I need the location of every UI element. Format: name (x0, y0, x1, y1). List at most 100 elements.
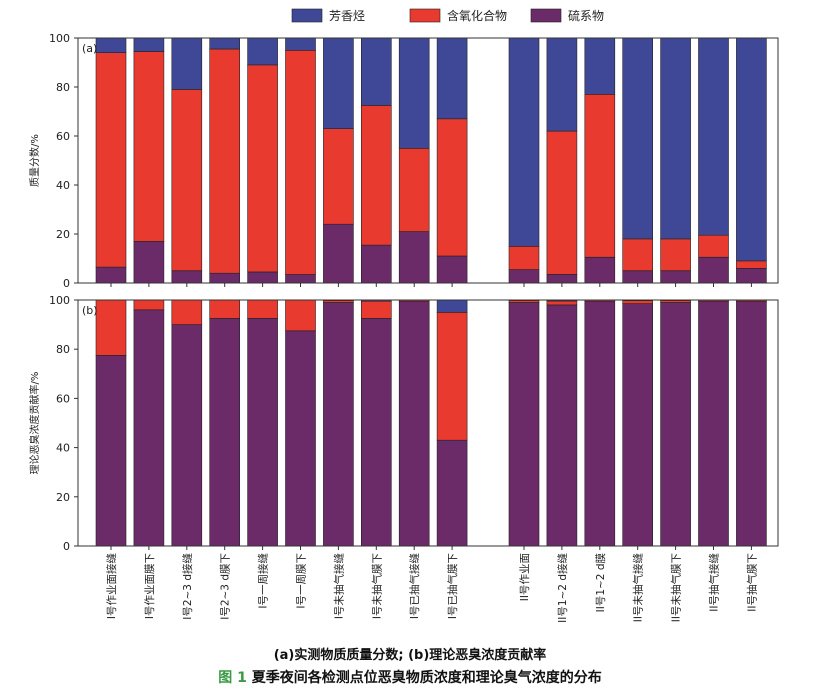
bar-b-3-硫系物 (209, 318, 240, 547)
bar-a-6-芳香烃 (323, 37, 354, 129)
bar-a-14-含氧化合物 (660, 238, 691, 271)
y-tick-label-b-60: 60 (56, 392, 70, 405)
bar-b-11-硫系物 (546, 304, 578, 547)
bar-a-14-芳香烃 (660, 37, 691, 240)
bar-a-7-硫系物 (360, 244, 392, 284)
bar-b-15-硫系物 (698, 300, 729, 547)
bar-b-9-硫系物 (436, 439, 468, 547)
bar-b-2-硫系物 (171, 324, 203, 547)
bar-a-15-芳香烃 (698, 37, 729, 236)
bar-b-0-含氧化合物 (95, 299, 127, 356)
bar-a-10-芳香烃 (508, 37, 540, 247)
bar-b-6-硫系物 (323, 302, 354, 547)
category-axis-labels: I号作业面接缝 I号作业面膜下 I号2~3 d接缝 I号2~3 d膜下 I号一周接缝 I号… (105, 553, 758, 623)
y-axis-title-a: 质量分数/% (28, 134, 41, 187)
x-category-label-4: I号一周接缝 (257, 553, 270, 609)
x-category-label-1: I号作业面膜下 (144, 553, 156, 619)
y-tick-label-b-0: 0 (63, 540, 70, 553)
bar-a-8-硫系物 (398, 231, 430, 284)
bar-a-15-硫系物 (698, 256, 729, 284)
bar-b-0-硫系物 (95, 355, 127, 547)
y-tick-label-a-0: 0 (63, 277, 70, 290)
bar-a-9-含氧化合物 (436, 118, 468, 257)
bar-a-13-硫系物 (622, 270, 654, 284)
bar-b-5-硫系物 (285, 330, 316, 547)
x-category-label-14: II号未抽气膜下 (670, 553, 683, 622)
y-tick-label-a-20: 20 (56, 228, 70, 241)
bar-a-13-含氧化合物 (622, 238, 654, 271)
x-category-label-15: II号抽气接缝 (708, 553, 721, 612)
bar-a-2-硫系物 (171, 270, 203, 284)
y-tick-label-a-40: 40 (56, 179, 70, 192)
bar-b-1-硫系物 (133, 309, 165, 547)
stacked-bar-chart: 芳香烃 含氧化合物 硫系物 0 20 40 60 80 100 (a) 质量分数/% 0 20 40 6… (28, 8, 779, 623)
legend-label-2: 硫系物 (568, 8, 604, 23)
x-category-label-0: I号作业面接缝 (105, 553, 118, 620)
y-tick-label-a-100: 100 (49, 32, 70, 45)
bar-a-7-芳香烃 (360, 37, 392, 106)
bar-b-3-含氧化合物 (209, 299, 240, 319)
panel-label-b: (b) (82, 304, 98, 317)
bar-a-7-含氧化合物 (360, 105, 392, 246)
bar-a-0-芳香烃 (95, 37, 127, 53)
bar-b-13-硫系物 (622, 303, 654, 547)
y-tick-label-a-80: 80 (56, 81, 70, 94)
sub-caption: (a)实测物质质量分数; (b)理论恶臭浓度贡献率 (273, 648, 547, 663)
bar-a-3-硫系物 (209, 272, 240, 284)
bar-a-5-芳香烃 (285, 37, 316, 51)
bar-a-13-芳香烃 (622, 37, 654, 240)
bar-b-5-含氧化合物 (285, 299, 316, 332)
plot-frame-b (77, 299, 779, 547)
bar-a-6-含氧化合物 (323, 128, 354, 225)
bar-a-6-硫系物 (323, 223, 354, 284)
legend-swatch-0 (291, 8, 323, 23)
legend-label-1: 含氧化合物 (447, 8, 507, 23)
bar-a-4-硫系物 (247, 271, 278, 284)
bar-b-12-硫系物 (584, 300, 616, 547)
bar-b-2-含氧化合物 (171, 299, 203, 325)
bar-a-14-硫系物 (660, 270, 691, 284)
bar-a-16-硫系物 (736, 267, 767, 284)
chart-legend: 芳香烃 含氧化合物 硫系物 (291, 8, 604, 23)
bar-a-8-芳香烃 (398, 37, 430, 149)
panel-b-odor-contribution: 0 20 40 60 80 100 (b) 理论恶臭浓度贡献率/% (28, 294, 779, 553)
bar-b-9-含氧化合物 (436, 311, 468, 441)
y-tick-label-b-40: 40 (56, 442, 70, 455)
bar-a-1-芳香烃 (133, 37, 165, 52)
bar-a-9-硫系物 (436, 255, 468, 284)
bar-a-3-含氧化合物 (209, 48, 240, 274)
plot-frame-a (77, 37, 779, 284)
y-tick-label-b-80: 80 (56, 343, 70, 356)
bar-a-8-含氧化合物 (398, 148, 430, 232)
x-category-label-10: II号作业面 (519, 553, 531, 601)
x-category-label-5: I号一周膜下 (296, 553, 308, 609)
x-category-label-6: I号未抽气接缝 (332, 553, 345, 620)
bar-a-11-含氧化合物 (546, 130, 578, 275)
bar-a-1-硫系物 (133, 241, 165, 284)
figure-caption: 图 1 夏季夜间各检测点位恶臭物质浓度和理论臭气浓度的分布 (0, 667, 820, 687)
bar-b-8-硫系物 (398, 300, 430, 547)
bar-b-7-硫系物 (360, 318, 392, 547)
x-category-label-2: I号2~3 d接缝 (181, 553, 194, 620)
bar-b-14-硫系物 (660, 302, 691, 547)
bar-a-16-含氧化合物 (736, 260, 767, 269)
bar-a-12-含氧化合物 (584, 94, 616, 258)
x-category-label-7: I号未抽气膜下 (370, 553, 383, 619)
legend-swatch-1 (409, 8, 441, 23)
legend-swatch-2 (530, 8, 562, 23)
x-category-label-11: II号1~2 d接缝 (556, 553, 569, 623)
bar-b-7-含氧化合物 (360, 300, 392, 319)
bar-a-15-含氧化合物 (698, 234, 729, 258)
bar-b-9-芳香烃 (436, 299, 468, 313)
figure-label: 图 1 (218, 670, 247, 686)
bar-a-1-含氧化合物 (133, 51, 165, 242)
bar-a-12-芳香烃 (584, 37, 616, 95)
bar-a-16-芳香烃 (736, 37, 767, 262)
bar-a-2-含氧化合物 (171, 89, 203, 272)
bar-a-10-含氧化合物 (508, 246, 540, 270)
bar-b-10-硫系物 (508, 302, 540, 547)
bar-a-11-硫系物 (546, 274, 578, 284)
bar-a-5-硫系物 (285, 274, 316, 284)
x-category-label-8: I号已抽气接缝 (408, 553, 421, 620)
y-tick-label-a-60: 60 (56, 130, 70, 143)
